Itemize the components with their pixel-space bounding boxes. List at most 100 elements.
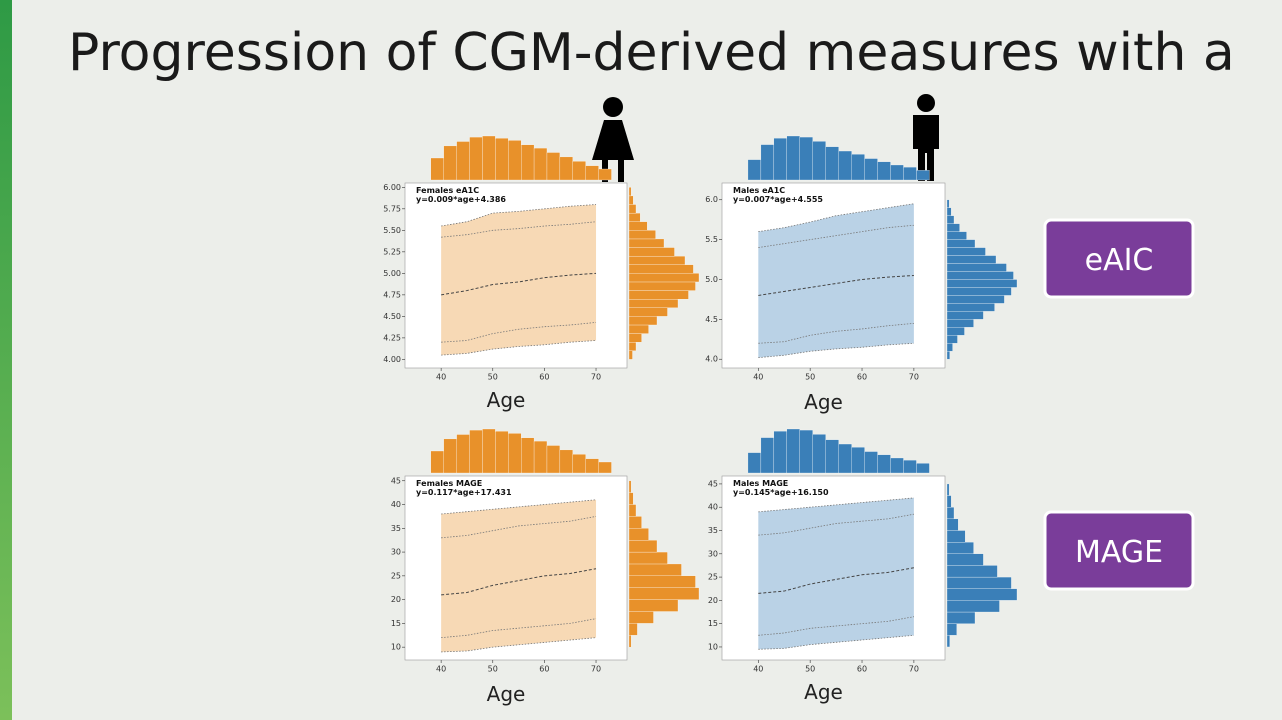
histogram-bar (903, 459, 917, 474)
histogram-bar (946, 343, 953, 352)
annotation: Females eA1C (416, 186, 479, 195)
eaic-badge: eAIC (1043, 218, 1195, 299)
y-tick-label: 5.00 (383, 269, 401, 278)
percentile-line (758, 275, 914, 296)
spread-band (441, 499, 597, 652)
histogram-bar (456, 141, 470, 181)
histogram-bar (760, 144, 775, 181)
histogram-bar (585, 165, 599, 181)
x-tick-label: 50 (805, 665, 815, 674)
y-tick-label: 10 (708, 642, 718, 651)
percentile-line (441, 618, 597, 639)
plot-area (404, 182, 628, 369)
plot-area (721, 475, 946, 661)
histogram-bar (628, 299, 679, 308)
x-tick-label: 70 (591, 665, 601, 674)
histogram-bar (747, 452, 762, 474)
histogram-bar (628, 333, 642, 343)
histogram-bar (946, 247, 986, 256)
histogram-bar (946, 215, 955, 224)
histogram-bar (443, 438, 457, 474)
histogram-bar (864, 451, 878, 474)
x-tick-label: 40 (436, 373, 446, 382)
histogram-bar (946, 303, 995, 312)
y-tick-label: 5.5 (705, 235, 718, 244)
annotation: Males MAGE (733, 479, 788, 488)
histogram-bar (903, 166, 917, 181)
histogram-bar (877, 454, 891, 474)
histogram-bar (628, 540, 658, 553)
histogram-bar (628, 516, 642, 529)
histogram-bar (521, 437, 535, 474)
y-tick-label: 5.50 (383, 226, 401, 235)
histogram-bar (628, 212, 641, 222)
histogram-bar (559, 156, 573, 181)
y-tick-label: 5.75 (383, 204, 401, 213)
histogram-bar (773, 137, 787, 181)
histogram-bar (443, 145, 457, 181)
y-tick-label: 6.00 (383, 183, 401, 192)
annotation: y=0.145*age+16.150 (733, 488, 829, 497)
histogram-bar (482, 428, 496, 474)
histogram-bar (430, 157, 444, 181)
badge-label: eAIC (1085, 243, 1154, 278)
y-tick-label: 15 (708, 619, 718, 628)
histogram-bar (946, 263, 1007, 272)
percentile-line (758, 497, 914, 513)
histogram-bar (628, 563, 682, 576)
joint-plot: 40 50 60 70 10 15 20 25 30 35 40 45 Males MAGEy=0.14… (708, 428, 1018, 704)
histogram-bar (598, 461, 612, 474)
histogram-bar (946, 635, 950, 648)
histogram-bar (851, 154, 865, 181)
histogram-bar (786, 428, 800, 474)
histogram-bar (946, 335, 958, 344)
y-tick-label: 20 (708, 596, 718, 605)
histogram-bar (946, 271, 1014, 280)
percentile-line (441, 340, 597, 356)
y-tick-label: 10 (391, 643, 401, 652)
y-tick-label: 4.75 (383, 290, 401, 299)
histogram-bar (546, 152, 561, 181)
joint-plot: 40 50 60 70 10 15 20 25 30 35 40 45 Females MAGEy=0.… (391, 428, 700, 706)
histogram-bar (890, 164, 904, 181)
histogram-bar (851, 447, 865, 474)
histogram-bar (628, 611, 654, 624)
histogram-bar (628, 264, 694, 274)
histogram-bar (916, 170, 930, 181)
x-axis-label: Age (487, 388, 526, 412)
x-tick-label: 40 (753, 665, 763, 674)
histogram-bar (628, 247, 675, 257)
histogram-bar (890, 457, 904, 474)
x-tick-label: 40 (436, 665, 446, 674)
histogram-bar (946, 600, 1000, 613)
histogram-bar (495, 431, 509, 474)
y-tick-label: 5.25 (383, 247, 401, 256)
histogram-bar (946, 207, 952, 216)
x-tick-label: 70 (591, 373, 601, 382)
x-tick-label: 50 (488, 665, 498, 674)
annotation: Males eA1C (733, 186, 785, 195)
histogram-bar (946, 530, 966, 543)
histogram-bar (946, 576, 1012, 589)
x-tick-label: 60 (539, 665, 549, 674)
histogram-bar (533, 147, 548, 181)
mage-badge: MAGE (1043, 510, 1195, 591)
histogram-bar (456, 434, 470, 474)
histogram-bar (628, 307, 668, 317)
histogram-bar (628, 635, 632, 648)
histogram-bar (946, 623, 957, 636)
y-tick-label: 5.0 (705, 275, 718, 284)
annotation: y=0.009*age+4.386 (416, 195, 506, 204)
histogram-bar (786, 135, 800, 181)
histogram-bar (585, 458, 599, 474)
annotation: y=0.117*age+17.431 (416, 488, 512, 497)
percentile-line (758, 322, 914, 344)
percentile-line (441, 637, 597, 653)
histogram-bar (628, 587, 700, 600)
percentile-line (441, 272, 597, 296)
histogram-bar (572, 454, 586, 474)
y-tick-label: 25 (391, 571, 401, 580)
x-tick-label: 70 (909, 665, 919, 674)
